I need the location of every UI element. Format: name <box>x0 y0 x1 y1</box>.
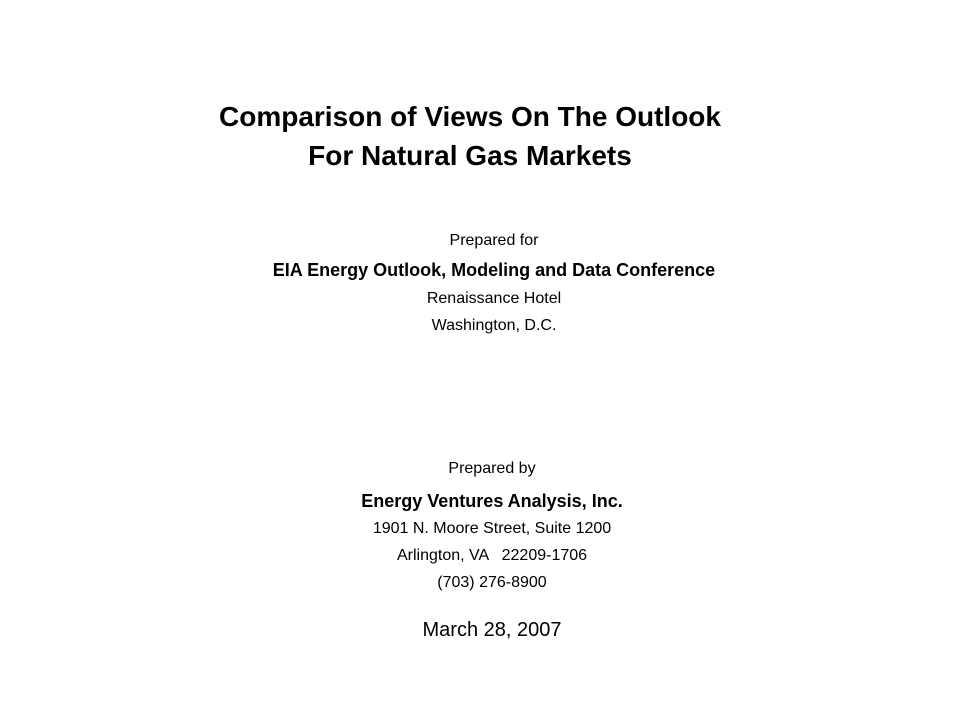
conference-venue: Renaissance Hotel <box>426 290 562 307</box>
prepared-by-label: Prepared by <box>448 460 536 477</box>
conference-city: Washington, D.C. <box>431 317 557 334</box>
company-city-state-zip: Arlington, VA 22209-1706 <box>396 547 588 564</box>
conference-name: EIA Energy Outlook, Modeling and Data Co… <box>272 260 716 280</box>
prepared-for-label: Prepared for <box>449 232 539 249</box>
company-phone: (703) 276-8900 <box>437 574 547 591</box>
slide-title-line-2: For Natural Gas Markets <box>308 140 632 171</box>
slide-title-line-1: Comparison of Views On The Outlook <box>219 101 721 132</box>
presentation-date: March 28, 2007 <box>422 619 562 641</box>
company-name: Energy Ventures Analysis, Inc. <box>361 491 623 511</box>
company-street-address: 1901 N. Moore Street, Suite 1200 <box>372 520 612 537</box>
